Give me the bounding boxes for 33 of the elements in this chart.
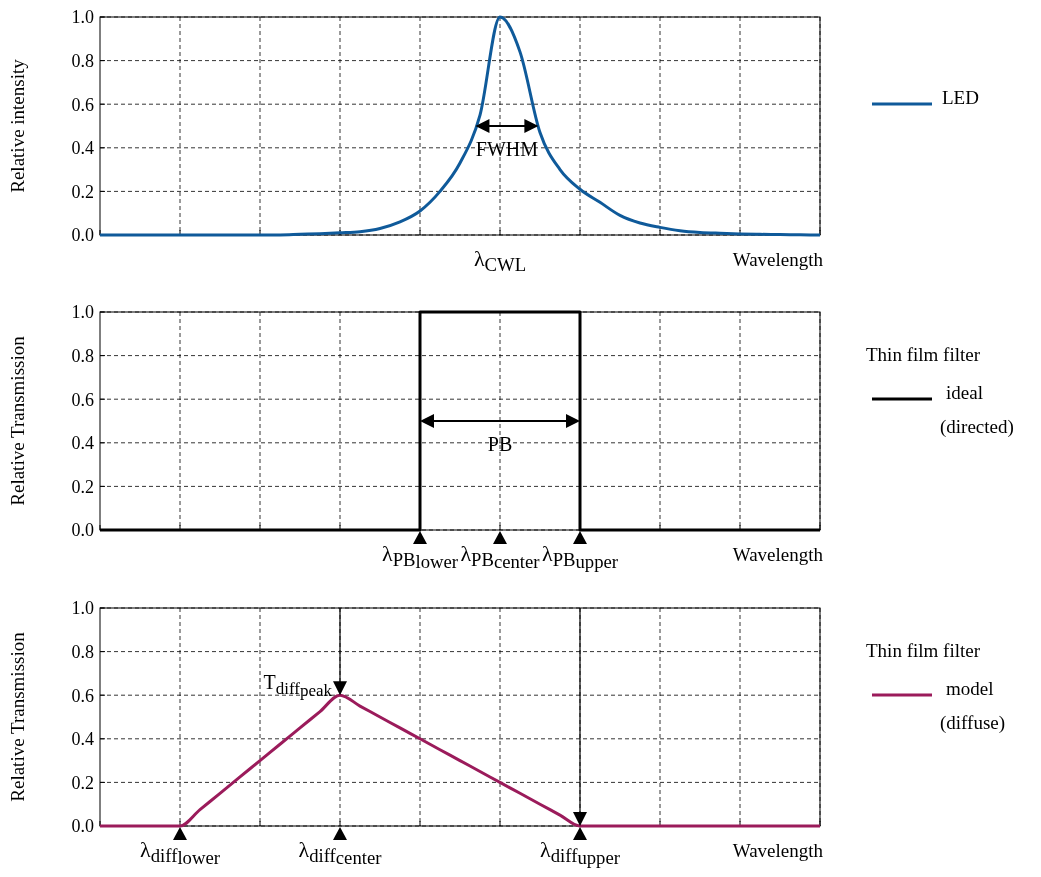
annotation: FWHM	[475, 138, 539, 160]
line-series	[98, 15, 822, 237]
legend-label: LED	[942, 87, 979, 108]
y-axis-title: Relative intensity	[7, 58, 28, 193]
y-tick-label: 0.0	[71, 225, 94, 246]
y-axis-title: Relative Transmission	[7, 631, 28, 802]
legend-title: Thin film filter	[866, 344, 981, 365]
y-tick-label: 1.0	[71, 598, 94, 619]
y-tick-label: 0.4	[71, 433, 94, 454]
y-tick-label: 0.4	[71, 729, 94, 750]
y-tick-label: 0.0	[71, 816, 94, 837]
legend-title: Thin film filter	[866, 640, 981, 661]
x-axis-title: Wavelength	[732, 544, 824, 565]
x-axis-title: Wavelength	[732, 840, 824, 861]
y-tick-label: 0.2	[71, 181, 94, 202]
legend-label: ideal (directed)	[940, 382, 1014, 438]
annotation: PB	[487, 433, 513, 455]
y-tick-label: 0.2	[71, 476, 94, 497]
y-tick-label: 0.2	[71, 772, 94, 793]
y-tick-label: 0.6	[71, 94, 94, 115]
y-tick-label: 0.6	[71, 685, 94, 706]
y-tick-label: 0.6	[71, 389, 94, 410]
y-tick-label: 0.0	[71, 520, 94, 541]
y-tick-label: 0.8	[71, 50, 94, 71]
y-tick-label: 1.0	[71, 302, 94, 323]
legend-label: model (diffuse)	[940, 678, 1006, 734]
y-tick-label: 0.8	[71, 641, 94, 662]
y-tick-label: 0.4	[71, 138, 94, 159]
x-tick-label: λ$_{CWL}$	[473, 246, 527, 275]
y-axis-title: Relative Transmission	[7, 335, 28, 506]
y-tick-label: 1.0	[71, 7, 94, 28]
y-tick-label: 0.8	[71, 345, 94, 366]
x-axis-title: Wavelength	[732, 249, 824, 270]
